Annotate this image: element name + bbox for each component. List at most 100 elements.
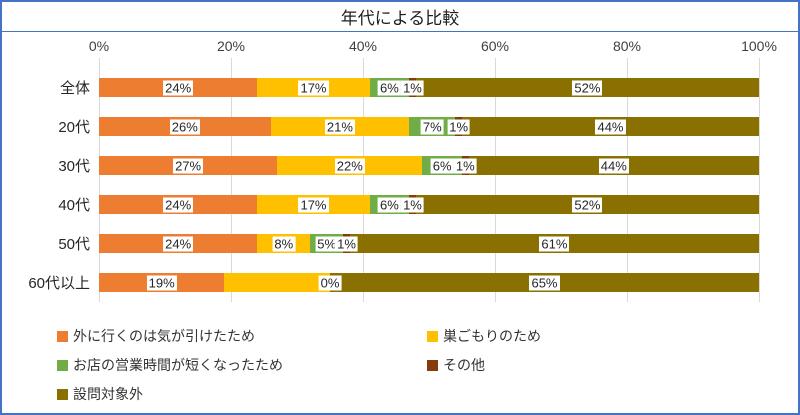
bar-segment: 24%	[99, 195, 258, 214]
bar-segment: 24%	[99, 234, 258, 253]
legend-item: 巣ごもりのため	[427, 326, 759, 346]
bar-segment: 61%	[349, 234, 759, 253]
legend-label: その他	[443, 357, 485, 373]
bar-row: 20代 26% 21% 7% 1% 44%	[58, 107, 759, 146]
legend-item: お店の営業時間が短くなったため	[57, 355, 427, 375]
bar-rows: 全体 24% 17% 6% 1% 52% 20代 26% 21% 7% 1% 44% 30代 27% 22%…	[28, 58, 759, 302]
bar-value-label: 17%	[298, 197, 329, 212]
bar-value-label: 22%	[334, 158, 365, 173]
category-label: 40代	[58, 197, 90, 214]
bar-segment: 6%	[422, 156, 462, 175]
bar-segment: 26%	[99, 117, 271, 136]
bar-segment: 52%	[415, 195, 759, 214]
bar-segment: 1%	[401, 78, 424, 97]
x-axis-tick: 80%	[612, 38, 642, 54]
bar-value-label: 24%	[163, 197, 194, 212]
bar-segment: 21%	[270, 117, 410, 136]
legend-swatch	[57, 330, 68, 342]
legend-item: 設問対象外	[57, 384, 427, 404]
legend-swatch	[57, 388, 68, 400]
legend-label: お店の営業時間が短くなったため	[73, 357, 283, 373]
bar-row: 60代以上 19% 0% 65%	[28, 263, 759, 302]
category-label: 50代	[58, 236, 90, 253]
gridline	[362, 58, 364, 302]
chart-body: 0% 20% 40% 60% 80% 100% 全体 24% 17% 6% 1% 52% 20代 26%…	[2, 32, 798, 410]
bar-row: 30代 27% 22% 6% 1% 44%	[58, 146, 759, 185]
bar-segment: 52%	[415, 78, 759, 97]
bar-value-label: 1%	[401, 197, 424, 212]
bar-value-label: 1%	[335, 236, 358, 251]
category-label: 全体	[59, 80, 90, 97]
legend-swatch	[427, 359, 438, 371]
bar-value-label: 24%	[163, 236, 194, 251]
legend-swatch	[57, 359, 68, 371]
bar-segment: 1%	[335, 234, 358, 253]
bar-segment: 17%	[257, 78, 370, 97]
bar-value-label: 1%	[401, 80, 424, 95]
gridlines	[98, 58, 760, 302]
legend-label: 巣ごもりのため	[443, 328, 541, 344]
bar-track: 24% 17% 6% 1% 52%	[99, 78, 759, 97]
bar-value-label: 1%	[447, 119, 471, 134]
x-axis-tick: 20%	[216, 38, 246, 54]
bar-segment: 8%	[257, 234, 311, 253]
bar-value-label: 44%	[598, 158, 629, 173]
chart-title: 年代による比較	[2, 2, 798, 32]
bar-value-label: 27%	[173, 158, 204, 173]
bar-segment: 6%	[369, 195, 410, 214]
bar-value-label: 6%	[377, 197, 401, 212]
bar-value-label: 21%	[324, 119, 355, 134]
bar-segment: 6%	[369, 78, 410, 97]
bar-value-label: 24%	[163, 80, 194, 95]
gridline	[626, 58, 628, 302]
gridline	[758, 58, 760, 302]
x-axis-tick: 100%	[741, 38, 777, 54]
bar-segment: 65%	[329, 273, 759, 292]
x-axis: 0% 20% 40% 60% 80% 100%	[89, 32, 777, 58]
bar-value-label: 0%	[318, 275, 342, 290]
legend-item: その他	[427, 355, 759, 375]
legend-label: 設問対象外	[73, 386, 143, 402]
x-axis-tick: 40%	[348, 38, 378, 54]
bar-track: 24% 17% 6% 1% 52%	[99, 195, 759, 214]
bar-value-label: 19%	[146, 275, 177, 290]
bar-value-label: 52%	[572, 197, 603, 212]
bar-segment	[224, 273, 330, 292]
legend-swatch	[427, 330, 438, 342]
category-label: 30代	[58, 158, 90, 175]
bar-segment: 7%	[409, 117, 456, 136]
bar-segment: 22%	[277, 156, 423, 175]
bar-value-label: 1%	[453, 158, 477, 173]
bar-segment: 24%	[99, 78, 258, 97]
legend-label: 外に行くのは気が引けたため	[73, 328, 255, 344]
bar-track: 24% 8% 5% 1% 61%	[99, 234, 759, 253]
bar-track: 27% 22% 6% 1% 44%	[99, 156, 759, 175]
bar-segment: 1%	[453, 156, 477, 175]
bar-value-label: 65%	[529, 275, 560, 290]
bar-segment: 19%	[99, 273, 225, 292]
bar-segment: 1%	[447, 117, 471, 136]
bar-value-label: 17%	[298, 80, 329, 95]
bar-value-label: 61%	[539, 236, 570, 251]
bar-value-label: 8%	[272, 236, 296, 251]
bar-value-label: 5%	[315, 236, 339, 251]
bar-segment: 44%	[468, 156, 759, 175]
bar-value-label: 7%	[420, 119, 444, 134]
x-axis-tick: 0%	[88, 38, 110, 54]
plot-area: 全体 24% 17% 6% 1% 52% 20代 26% 21% 7% 1% 44% 30代 27% 22%…	[28, 58, 760, 302]
x-axis-tick: 60%	[480, 38, 510, 54]
bar-row: 全体 24% 17% 6% 1% 52%	[60, 68, 759, 107]
bar-value-label: 26%	[169, 119, 200, 134]
bar-segment: 17%	[257, 195, 370, 214]
bar-row: 40代 24% 17% 6% 1% 52%	[58, 185, 759, 224]
bar-segment: 5%	[310, 234, 344, 253]
bar-track: 19% 0% 65%	[99, 273, 759, 292]
bar-row: 50代 24% 8% 5% 1% 61%	[58, 224, 759, 263]
bar-segment: 27%	[99, 156, 278, 175]
legend-item: 外に行くのは気が引けたため	[57, 326, 427, 346]
gridline	[98, 58, 100, 302]
bar-value-label: 6%	[430, 158, 454, 173]
bar-value-label: 52%	[572, 80, 603, 95]
bar-track: 26% 21% 7% 1% 44%	[99, 117, 759, 136]
